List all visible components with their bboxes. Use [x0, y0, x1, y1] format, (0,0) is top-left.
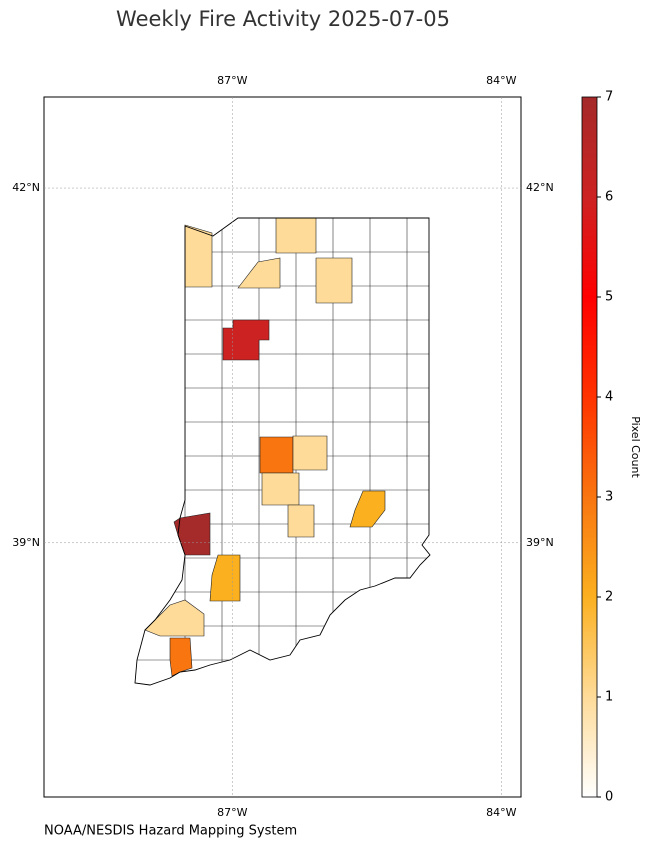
- colorbar-tick-label: 4: [605, 390, 613, 405]
- x-tick-label: 84°W: [486, 74, 516, 87]
- county-region: [259, 436, 294, 474]
- county-region: [237, 257, 281, 289]
- county-region: [261, 472, 300, 506]
- colorbar-tick-label: 3: [605, 490, 613, 505]
- county-region: [275, 217, 317, 254]
- county-region: [222, 319, 270, 361]
- x-tick-label: 87°W: [217, 74, 247, 87]
- y-tick-label: 39°N: [12, 536, 40, 549]
- county-region: [292, 435, 328, 471]
- county-region: [144, 599, 205, 637]
- colorbar-tick-label: 1: [605, 690, 613, 705]
- regions: [144, 217, 386, 677]
- colorbar-tick-label: 2: [605, 590, 613, 605]
- colorbar-label: Pixel Count: [629, 416, 642, 478]
- source-note: NOAA/NESDIS Hazard Mapping System: [44, 824, 297, 839]
- x-tick-label: 87°W: [217, 806, 247, 819]
- colorbar-tick-label: 6: [605, 190, 613, 205]
- colorbar: [581, 96, 598, 798]
- county-region: [287, 504, 315, 538]
- map-title: Weekly Fire Activity 2025-07-05: [116, 7, 450, 31]
- county-region: [315, 257, 353, 304]
- y-tick-label: 42°N: [526, 181, 554, 194]
- y-tick-label: 39°N: [526, 536, 554, 549]
- colorbar-tick-label: 7: [605, 90, 613, 105]
- colorbar-tick-label: 0: [605, 790, 613, 805]
- x-tick-label: 84°W: [486, 806, 516, 819]
- y-tick-label: 42°N: [12, 181, 40, 194]
- colorbar-tick-label: 5: [605, 290, 613, 305]
- county-region: [349, 490, 386, 528]
